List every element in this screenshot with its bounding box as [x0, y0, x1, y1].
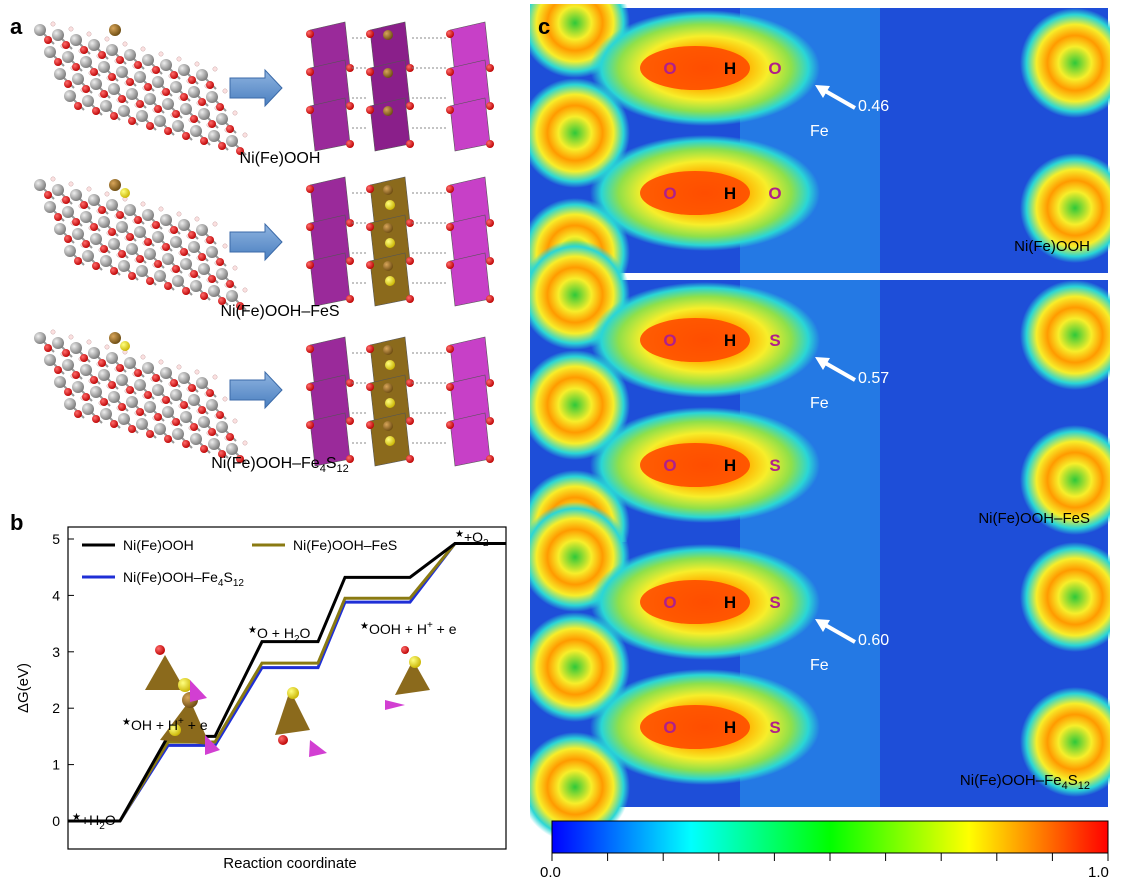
lattice-structure	[34, 21, 248, 156]
cluster-inset-2	[145, 645, 207, 702]
transform-arrow-icon	[229, 68, 283, 108]
atom-label: O	[663, 331, 676, 350]
series-line	[68, 542, 506, 823]
panel-c-letter: c	[538, 14, 551, 39]
arrowhead-icon	[815, 85, 830, 98]
atom-label: H	[724, 59, 736, 78]
transform-arrow-icon	[229, 370, 283, 410]
polyhedra-structure	[306, 336, 494, 467]
y-tick-label: 1	[52, 757, 60, 773]
arrowhead-icon	[815, 357, 830, 370]
atom-label: H	[724, 593, 736, 612]
panel-b-letter: b	[10, 510, 24, 535]
series-line	[68, 542, 506, 823]
panel-a-letter: a	[10, 14, 23, 39]
colorbar-min-label: 0.0	[540, 864, 561, 881]
y-tick-label: 0	[52, 813, 60, 829]
elf-map-1: O H O O H O 0.46 Fe Ni(Fe)OOH	[530, 4, 1110, 308]
polyhedra-structure	[306, 21, 494, 152]
colorbar	[551, 820, 1109, 861]
structure-name: Ni(Fe)OOH–Fe4S12	[960, 772, 1090, 792]
atom-label: O	[768, 184, 781, 203]
step-label-o: ★O + H2O	[248, 625, 311, 645]
legend-label-3: Ni(Fe)OOH–Fe4S12	[123, 569, 244, 589]
elf-value: 0.57	[858, 370, 889, 387]
step-label-oh: ★OH + H+ + e	[122, 716, 208, 733]
y-tick-label: 2	[52, 700, 60, 716]
atom-label: H	[724, 331, 736, 350]
step-label-ooh: ★OOH + H+ + e	[360, 620, 457, 637]
structure-caption-2: Ni(Fe)OOH–FeS	[220, 303, 340, 320]
y-tick-label: 4	[52, 587, 60, 603]
fe-label: Fe	[810, 657, 829, 674]
atom-label: O	[663, 718, 676, 737]
atom-label: O	[663, 184, 676, 203]
fe-label: Fe	[810, 123, 829, 140]
y-tick-label: 3	[52, 644, 60, 660]
atom-label: H	[724, 456, 736, 475]
x-axis-title: Reaction coordinate	[223, 855, 356, 872]
transform-arrow-icon	[229, 222, 283, 262]
atom-label: O	[768, 59, 781, 78]
lattice-structure	[34, 329, 248, 464]
elf-map-2: O H S O H S 0.57 Fe Ni(Fe)OOH–FeS	[530, 240, 1110, 580]
step-label-h2o: ★+H2O	[72, 812, 116, 832]
atom-label: O	[663, 456, 676, 475]
fe-label: Fe	[810, 395, 829, 412]
structure-caption-3: Ni(Fe)OOH–Fe4S12	[211, 455, 349, 476]
elf-value: 0.46	[858, 98, 889, 115]
atom-label: S	[769, 593, 780, 612]
legend-label-1: Ni(Fe)OOH	[123, 537, 194, 553]
series-line	[68, 542, 506, 823]
step-label-o2: ★+O2	[455, 529, 489, 549]
structure-name: Ni(Fe)OOH–FeS	[978, 510, 1090, 527]
cluster-inset-4	[385, 646, 430, 710]
chart-legend: Ni(Fe)OOH Ni(Fe)OOH–FeS Ni(Fe)OOH–Fe4S12	[82, 537, 397, 589]
lattice-structure	[34, 176, 248, 311]
atom-label: O	[663, 59, 676, 78]
legend-label-2: Ni(Fe)OOH–FeS	[293, 537, 397, 553]
colorbar-max-label: 1.0	[1088, 864, 1109, 881]
atom-label: O	[663, 593, 676, 612]
cluster-inset-3	[275, 687, 327, 757]
atom-label: H	[724, 184, 736, 203]
y-tick-label: 5	[52, 531, 60, 547]
atom-label: S	[769, 331, 780, 350]
y-axis-title: ΔG(eV)	[15, 663, 32, 713]
structure-name: Ni(Fe)OOH	[1014, 238, 1090, 255]
elf-map-3: O H S O H S 0.60 Fe Ni(Fe)OOH–Fe4S12	[530, 502, 1110, 842]
elf-value: 0.60	[858, 632, 889, 649]
atom-label: H	[724, 718, 736, 737]
atom-label: S	[769, 718, 780, 737]
arrowhead-icon	[815, 619, 830, 632]
atom-label: S	[769, 456, 780, 475]
panel-a-structures	[34, 21, 494, 467]
polyhedra-structure	[306, 176, 494, 307]
structure-caption-1: Ni(Fe)OOH	[239, 150, 321, 167]
electron-localization-maps: O H O O H O 0.46 Fe Ni(Fe)OOH O H S O H S 0.57 Fe Ni(Fe)O…	[530, 4, 1110, 861]
free-energy-chart: 0 1 2 3 4 5 Ni(Fe)OOH Ni(Fe)OOH–FeS Ni(Fe)OOH…	[15, 526, 507, 872]
plot-frame	[67, 526, 507, 850]
